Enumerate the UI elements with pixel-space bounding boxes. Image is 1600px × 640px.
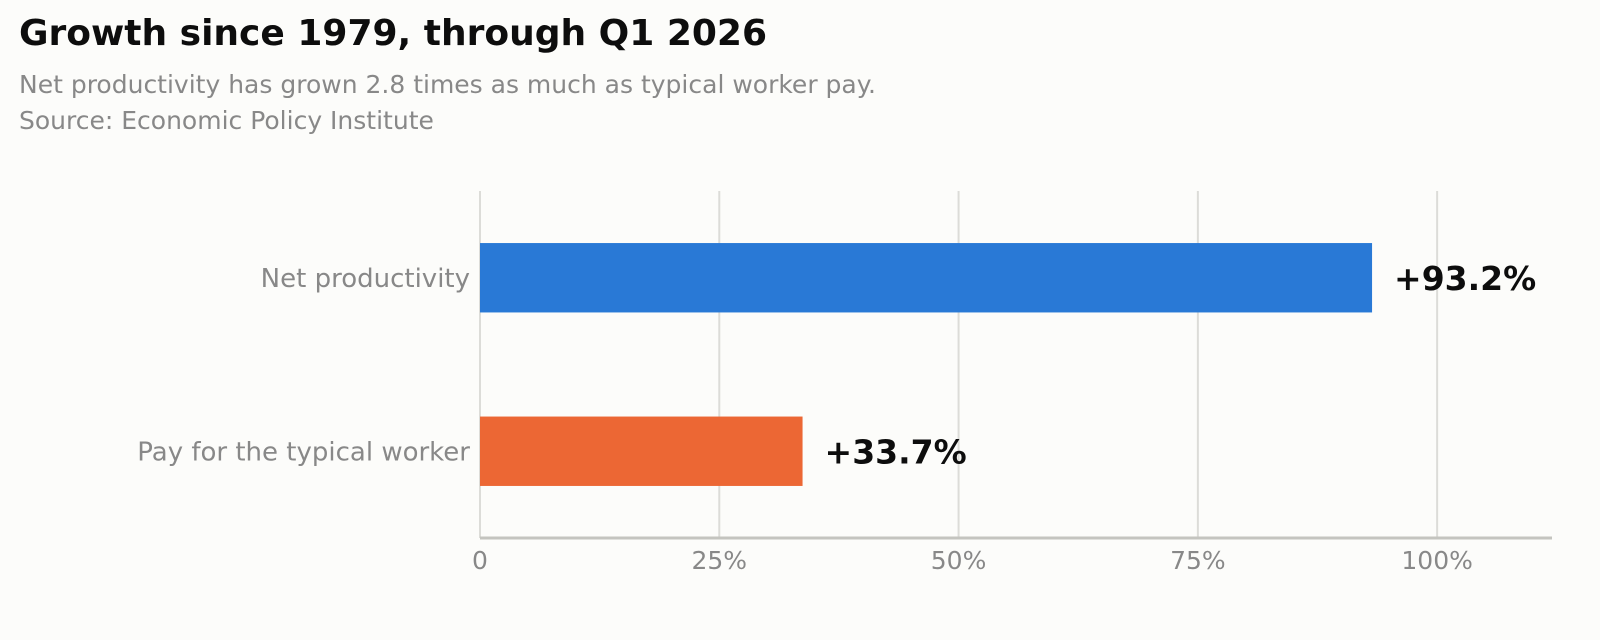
labels: Net productivity +93.2% Pay for the typica… xyxy=(137,259,1536,472)
bar xyxy=(480,416,803,486)
x-tick-label: 100% xyxy=(1401,546,1472,575)
chart-title: Growth since 1979, through Q1 2026 xyxy=(19,13,768,54)
value-label: +93.2% xyxy=(1394,259,1536,298)
chart-source: Source: Economic Policy Institute xyxy=(19,106,434,135)
x-tick-label: 50% xyxy=(931,546,987,575)
bar xyxy=(480,243,1373,313)
value-label: +33.7% xyxy=(825,432,967,471)
x-tick-label: 0 xyxy=(472,546,488,575)
category-label: Net productivity xyxy=(261,264,470,294)
bars xyxy=(480,243,1373,486)
chart-subtitle: Net productivity has grown 2.8 times as … xyxy=(19,70,876,99)
x-axis: 0 25% 50% 75% 100% xyxy=(472,536,1552,575)
x-tick-label: 75% xyxy=(1170,546,1226,575)
category-label: Pay for the typical worker xyxy=(137,437,470,467)
x-tick-label: 25% xyxy=(691,546,747,575)
